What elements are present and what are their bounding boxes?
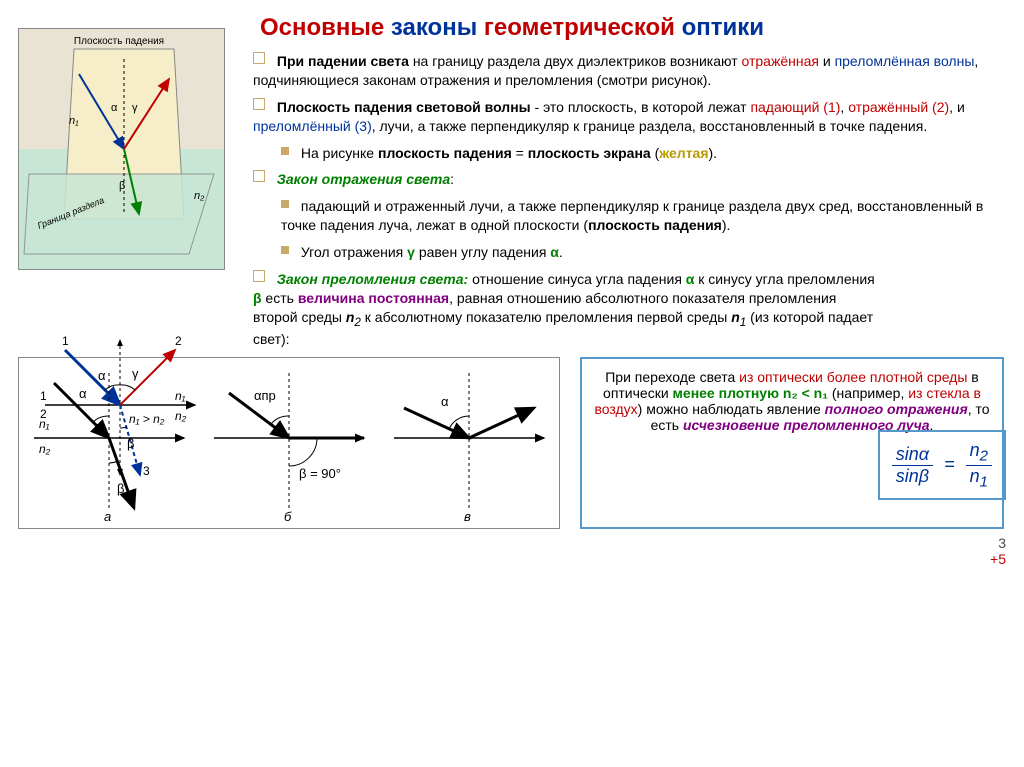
bullet-fill-icon	[281, 147, 289, 155]
page-number: 3	[18, 535, 1006, 551]
para-6: Угол отражения γ равен углу падения α.	[281, 243, 1006, 262]
svg-text:в: в	[464, 509, 471, 524]
bullet-fill-icon	[281, 246, 289, 254]
svg-text:α: α	[79, 386, 87, 401]
svg-text:а: а	[104, 509, 111, 524]
bullet-fill-icon	[281, 200, 289, 208]
incidence-plane-svg: Плоскость падения Граница раздела n₁ n₂ …	[19, 29, 224, 269]
svg-text:α: α	[111, 102, 118, 114]
svg-text:n₁: n₁	[69, 115, 79, 127]
svg-text:1: 1	[62, 334, 69, 348]
svg-text:n₁: n₁	[39, 417, 50, 431]
svg-text:γ: γ	[132, 102, 138, 114]
bullet-icon	[253, 270, 265, 282]
svg-text:β: β	[119, 180, 125, 192]
bullet-icon	[253, 52, 265, 64]
para-4: Закон отражения света:	[253, 170, 1006, 189]
para-7: Закон преломления света: отношение синус…	[253, 270, 876, 349]
para-5: падающий и отраженный лучи, а также перп…	[281, 197, 1006, 235]
svg-text:n₂: n₂	[39, 442, 51, 456]
bottom-diagrams: α n₁ n₂ n₁ > n₂ β а αпр β = 90°	[18, 357, 560, 529]
diagram-c: α в	[379, 358, 559, 526]
svg-text:2: 2	[175, 334, 182, 348]
svg-text:n₁ > n₂: n₁ > n₂	[129, 412, 165, 426]
svg-text:n₂: n₂	[194, 190, 205, 202]
para-3: На рисунке плоскость падения = плоскость…	[281, 144, 1006, 163]
diagram-b: αпр β = 90° б	[199, 358, 379, 526]
formula-box: sinαsinβ = n2n1	[878, 430, 1006, 500]
bullet-icon	[253, 170, 265, 182]
content-area: При падении света на границу раздела дву…	[253, 52, 1006, 262]
svg-text:α: α	[441, 394, 449, 409]
svg-text:β: β	[117, 481, 124, 496]
svg-text:αпр: αпр	[254, 388, 276, 403]
para-1: При падении света на границу раздела дву…	[253, 52, 1006, 90]
bullet-icon	[253, 98, 265, 110]
para-2: Плоскость падения световой волны - это п…	[253, 98, 1006, 136]
plus-mark: +5	[18, 551, 1006, 567]
bottom-row: α n₁ n₂ n₁ > n₂ β а αпр β = 90°	[18, 357, 1006, 529]
svg-text:б: б	[284, 509, 292, 524]
svg-text:β = 90°: β = 90°	[299, 466, 341, 481]
svg-text:Плоскость падения: Плоскость падения	[74, 36, 164, 47]
top-figure: Плоскость падения Граница раздела n₁ n₂ …	[18, 28, 225, 270]
diagram-a: α n₁ n₂ n₁ > n₂ β а	[19, 358, 199, 526]
